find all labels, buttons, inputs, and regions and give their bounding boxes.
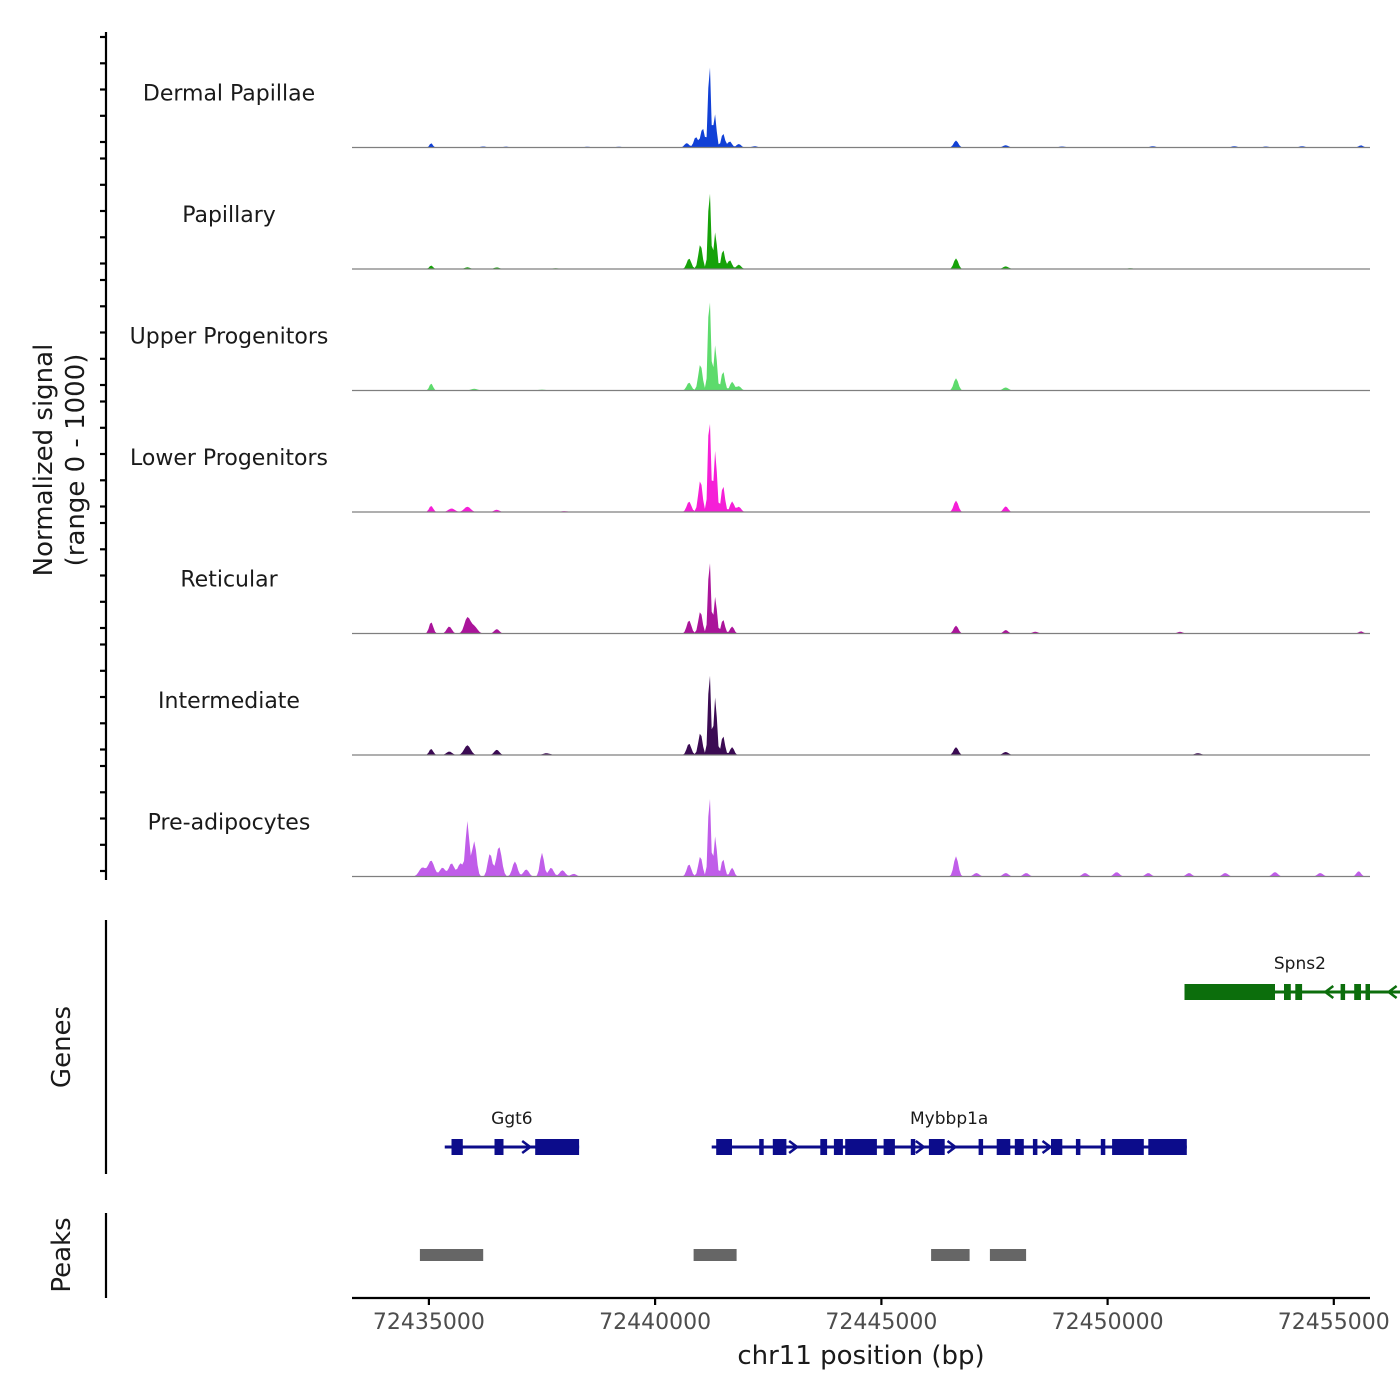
track-lower-progenitors: Lower Progenitors xyxy=(130,424,1370,513)
gene-exon xyxy=(1365,984,1370,1000)
x-tick-label: 72450000 xyxy=(1052,1310,1164,1335)
gene-label: Ggt6 xyxy=(491,1109,532,1129)
gene-spns2: Spns2 xyxy=(1184,954,1400,1000)
gene-exon xyxy=(716,1139,732,1155)
track-label: Lower Progenitors xyxy=(130,446,328,471)
strand-arrow xyxy=(521,1140,533,1154)
peaks-panel-title: Peaks xyxy=(47,1217,77,1292)
gene-exon xyxy=(883,1139,895,1155)
track-upper-progenitors: Upper Progenitors xyxy=(130,302,1370,392)
peak-region xyxy=(419,1249,484,1261)
genes-panel-title: Genes xyxy=(47,1006,77,1088)
x-tick-label: 72455000 xyxy=(1278,1310,1390,1335)
gene-exon xyxy=(1100,1139,1106,1155)
gene-exon xyxy=(1032,1139,1038,1155)
gene-exon xyxy=(1014,1139,1024,1155)
peak-region xyxy=(693,1249,737,1261)
track-label: Reticular xyxy=(180,568,278,593)
gene-exon xyxy=(759,1139,764,1155)
gene-exon xyxy=(1112,1139,1144,1155)
gene-exon xyxy=(1340,984,1346,1000)
signal-area xyxy=(352,302,1370,391)
gene-exon xyxy=(820,1139,828,1155)
signal-area xyxy=(352,424,1370,512)
strand-arrow xyxy=(788,1140,800,1154)
x-tick-label: 72435000 xyxy=(373,1310,485,1335)
gene-exon xyxy=(1051,1139,1063,1155)
signal-area xyxy=(352,193,1370,269)
gene-label: Mybbp1a xyxy=(910,1109,988,1129)
track-dermal-papillae: Dermal Papillae xyxy=(143,67,1370,149)
gene-exon xyxy=(535,1139,580,1155)
strand-arrow xyxy=(946,1140,958,1154)
gene-exon xyxy=(1184,984,1275,1000)
gene-exon xyxy=(772,1139,787,1155)
gene-exon xyxy=(1284,984,1291,1000)
strand-arrow xyxy=(915,1140,926,1154)
signal-y-ticks xyxy=(100,35,106,873)
gene-exon xyxy=(996,1139,1011,1155)
gene-mybbp1a: Mybbp1a xyxy=(711,1109,1187,1155)
gene-exon xyxy=(451,1139,463,1155)
peak-region xyxy=(931,1249,970,1261)
track-intermediate: Intermediate xyxy=(158,675,1370,756)
signal-area xyxy=(352,675,1370,755)
gene-exon xyxy=(833,1139,843,1155)
gene-exon xyxy=(978,1139,984,1155)
strand-arrow xyxy=(1041,1140,1053,1154)
track-label: Papillary xyxy=(182,203,276,228)
gene-exon xyxy=(1354,984,1361,1000)
track-label: Pre-adipocytes xyxy=(148,811,311,836)
signal-area xyxy=(352,563,1370,634)
gene-exon xyxy=(494,1139,504,1155)
track-papillary: Papillary xyxy=(182,193,1370,270)
track-label: Intermediate xyxy=(158,689,300,714)
gene-label: Spns2 xyxy=(1274,954,1326,974)
gene-exon xyxy=(1075,1139,1081,1155)
gene-exon xyxy=(928,1139,945,1155)
peak-region xyxy=(989,1249,1027,1261)
gene-exon xyxy=(1295,984,1303,1000)
track-reticular: Reticular xyxy=(180,563,1370,635)
peak-regions xyxy=(419,1249,1027,1261)
gene-annotations: Spns2 Ggt6 Mybbp1a xyxy=(444,954,1400,1155)
track-label: Dermal Papillae xyxy=(143,82,315,107)
gene-exon xyxy=(845,1139,877,1155)
gene-exon xyxy=(910,1139,916,1155)
y-axis-title: Normalized signal xyxy=(29,344,59,577)
gene-exon xyxy=(1148,1139,1187,1155)
x-tick-label: 72440000 xyxy=(599,1310,711,1335)
strand-arrow xyxy=(1386,985,1398,999)
signal-tracks: Dermal Papillae Papillary Upper Progenitor… xyxy=(130,67,1370,878)
strand-arrow xyxy=(1323,985,1335,999)
x-axis: 72435000 72440000 72445000 72450000 72455000 xyxy=(373,1298,1390,1335)
signal-area xyxy=(352,798,1370,877)
track-pre-adipocytes: Pre-adipocytes xyxy=(148,798,1370,878)
track-label: Upper Progenitors xyxy=(130,325,329,350)
gene-ggt6: Ggt6 xyxy=(444,1109,580,1155)
y-axis-subtitle: (range 0 - 1000) xyxy=(61,354,91,567)
signal-area xyxy=(352,67,1370,148)
x-axis-title: chr11 position (bp) xyxy=(737,1341,984,1371)
x-tick-label: 72445000 xyxy=(825,1310,937,1335)
